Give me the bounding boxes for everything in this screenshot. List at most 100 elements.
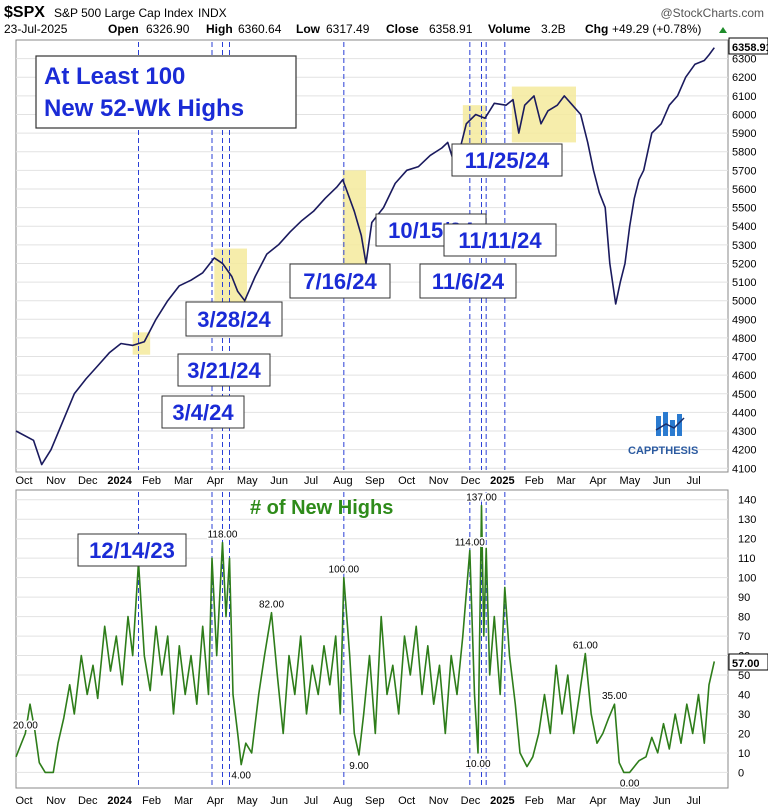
price-y-tick-label: 5900	[732, 128, 756, 140]
high-label: High	[206, 22, 233, 36]
open-value: 6326.90	[146, 22, 190, 36]
watermark: @StockCharts.com	[660, 6, 764, 20]
highs-x-tick-label: May	[237, 795, 258, 807]
price-y-tick-label: 5300	[732, 240, 756, 252]
low-value: 6317.49	[326, 22, 370, 36]
data-point-label: 114.00	[455, 537, 485, 548]
date-label-box	[177, 353, 271, 387]
highs-y-tick-label: 50	[738, 670, 750, 682]
highs-y-tick-label: 120	[738, 534, 756, 546]
price-x-tick-label: Sep	[365, 475, 385, 487]
date-label-box	[419, 263, 517, 299]
date-label-text: 12/14/23	[89, 538, 175, 563]
price-y-tick-label: 4600	[732, 370, 756, 382]
date-label-text: 3/4/24	[172, 400, 234, 425]
close-value: 6358.91	[429, 22, 473, 36]
data-point-label: 35.00	[602, 691, 627, 702]
price-x-tick-label: Oct	[398, 475, 415, 487]
highs-x-tick-label: 2024	[107, 795, 132, 807]
close-label: Close	[386, 22, 419, 36]
date-label-box	[451, 143, 563, 177]
date-label-text: 11/6/24	[432, 269, 505, 294]
highs-x-tick-label: Nov	[46, 795, 66, 807]
data-point-label: 10.00	[465, 759, 490, 770]
price-y-tick-label: 5700	[732, 165, 756, 177]
open-label: Open	[108, 22, 139, 36]
price-x-tick-label: Oct	[15, 475, 32, 487]
price-y-tick-label: 5500	[732, 203, 756, 215]
highs-x-tick-label: Nov	[429, 795, 449, 807]
date-label-box	[443, 223, 557, 257]
highs-x-tick-label: Oct	[398, 795, 415, 807]
data-point-label: 118.00	[208, 530, 238, 541]
symbol: $SPX	[4, 4, 45, 21]
highs-x-tick-label: Feb	[142, 795, 161, 807]
price-x-tick-label: Feb	[142, 475, 161, 487]
highs-y-tick-label: 130	[738, 514, 756, 526]
price-y-tick-label: 5400	[732, 221, 756, 233]
highs-y-tick-label: 100	[738, 573, 756, 585]
highs-x-tick-label: Jul	[687, 795, 701, 807]
price-x-tick-label: May	[237, 475, 258, 487]
index-name: S&P 500 Large Cap Index	[54, 6, 193, 20]
date-label-text: 7/16/24	[303, 269, 377, 294]
data-point-label: 20.00	[13, 720, 38, 731]
annotation-line-2: New 52-Wk Highs	[44, 95, 244, 122]
price-y-tick-label: 6300	[732, 54, 756, 66]
price-x-tick-label: Jun	[653, 475, 671, 487]
price-y-tick-label: 5200	[732, 258, 756, 270]
exchange: INDX	[198, 6, 227, 20]
price-x-tick-label: Mar	[557, 475, 576, 487]
price-y-tick-label: 4100	[732, 463, 756, 475]
date-label-box	[161, 395, 245, 429]
annotation-box	[35, 55, 297, 129]
highs-y-tick-label: 10	[738, 748, 750, 760]
date-label-box	[77, 533, 187, 567]
price-y-tick-label: 6100	[732, 91, 756, 103]
highs-y-tick-label: 70	[738, 631, 750, 643]
highs-x-tick-label: Apr	[589, 795, 606, 807]
price-y-tick-label: 4300	[732, 426, 756, 438]
date-label-text: 11/25/24	[465, 148, 550, 173]
data-point-label: 82.00	[259, 600, 284, 611]
price-y-tick-label: 4200	[732, 445, 756, 457]
highs-x-tick-label: Dec	[78, 795, 98, 807]
logo-text: CAPPTHESIS	[628, 445, 698, 457]
price-x-tick-label: Feb	[525, 475, 544, 487]
date-label-box	[185, 301, 283, 337]
price-y-tick-label: 4800	[732, 333, 756, 345]
highs-y-tick-label: 140	[738, 495, 756, 507]
price-x-tick-label: Aug	[333, 475, 353, 487]
highs-y-tick-label: 110	[738, 553, 756, 565]
highs-y-tick-label: 40	[738, 690, 750, 702]
price-x-tick-label: 2025	[490, 475, 514, 487]
annotation-line-1: At Least 100	[44, 63, 185, 90]
highs-x-tick-label: Mar	[174, 795, 193, 807]
capp-logo-icon	[655, 412, 685, 436]
new-highs-series-line	[15, 504, 716, 774]
price-y-tick-label: 5600	[732, 184, 756, 196]
data-point-label: 61.00	[573, 641, 598, 652]
highlight-region	[214, 248, 247, 310]
price-y-tick-label: 6000	[732, 109, 756, 121]
highs-y-tick-label: 0	[738, 767, 744, 779]
price-y-tick-label: 5800	[732, 147, 756, 159]
highs-y-tick-label: 20	[738, 728, 750, 740]
price-y-tick-label: 4700	[732, 352, 756, 364]
highs-last-tag	[728, 653, 768, 671]
data-point-label: 100.00	[329, 565, 360, 576]
price-x-tick-label: Jun	[270, 475, 288, 487]
date-label-text: 11/11/24	[458, 228, 542, 253]
date-label-text: 3/21/24	[187, 358, 261, 383]
price-x-tick-label: Jul	[687, 475, 701, 487]
low-label: Low	[296, 22, 321, 36]
price-x-tick-label: 2024	[107, 475, 132, 487]
price-last-value: 6358.91	[732, 42, 768, 54]
highs-x-tick-label: Dec	[461, 795, 481, 807]
highlight-region	[511, 86, 576, 143]
price-y-tick-label: 4400	[732, 407, 756, 419]
highs-x-tick-label: Aug	[333, 795, 353, 807]
price-x-tick-label: Apr	[589, 475, 606, 487]
price-y-tick-label: 6200	[732, 72, 756, 84]
price-x-tick-label: May	[620, 475, 641, 487]
